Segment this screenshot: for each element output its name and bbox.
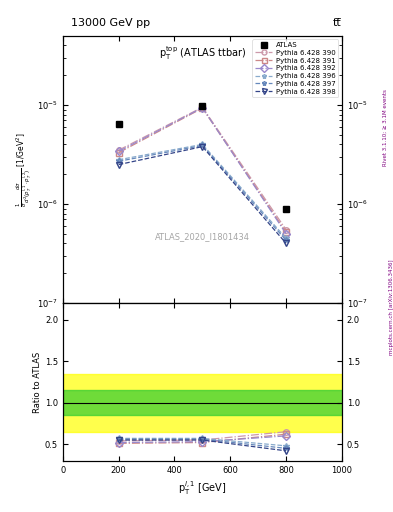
X-axis label: p$_\mathrm{T}^{l,1}$ [GeV]: p$_\mathrm{T}^{l,1}$ [GeV] (178, 480, 227, 497)
ATLAS (200, 103, 205, 109)
Line: Pythia 6.428 397: Pythia 6.428 397 (116, 143, 289, 243)
Pythia 6.428 391 (116, 150, 121, 156)
Text: ATLAS_2020_I1801434: ATLAS_2020_I1801434 (155, 231, 250, 241)
Pythia 6.428 390 (284, 227, 288, 233)
Text: tt̅: tt̅ (333, 18, 342, 28)
Pythia 6.428 396 (200, 141, 205, 147)
Pythia 6.428 398 (284, 240, 288, 246)
Pythia 6.428 397 (200, 142, 205, 148)
Pythia 6.428 390 (200, 104, 205, 110)
Text: mcplots.cern.ch [arXiv:1306.3436]: mcplots.cern.ch [arXiv:1306.3436] (389, 260, 393, 355)
Pythia 6.428 396 (284, 235, 288, 241)
Pythia 6.428 397 (284, 237, 288, 243)
Pythia 6.428 396 (116, 157, 121, 163)
Bar (63, 374, 342, 432)
Pythia 6.428 391 (200, 105, 205, 111)
Y-axis label: Ratio to ATLAS: Ratio to ATLAS (33, 351, 42, 413)
Bar (63, 390, 342, 415)
Line: Pythia 6.428 390: Pythia 6.428 390 (116, 104, 289, 232)
Y-axis label: $\frac{1}{\sigma}\frac{d\sigma}{d^2(p_T^{l,1}\cdot p_T^{l,2})}$ [1/GeV$^2$]: $\frac{1}{\sigma}\frac{d\sigma}{d^2(p_T^… (15, 132, 34, 207)
Text: 13000 GeV pp: 13000 GeV pp (71, 18, 150, 28)
Text: p$_\mathrm{T}^{\mathrm{top}}$ (ATLAS ttbar): p$_\mathrm{T}^{\mathrm{top}}$ (ATLAS ttb… (159, 44, 246, 61)
Pythia 6.428 392 (284, 231, 288, 237)
Line: Pythia 6.428 396: Pythia 6.428 396 (116, 142, 289, 241)
Text: Rivet 3.1.10; ≥ 3.1M events: Rivet 3.1.10; ≥ 3.1M events (383, 90, 387, 166)
ATLAS (116, 120, 121, 126)
Legend: ATLAS, Pythia 6.428 390, Pythia 6.428 391, Pythia 6.428 392, Pythia 6.428 396, P: ATLAS, Pythia 6.428 390, Pythia 6.428 39… (252, 39, 338, 97)
Pythia 6.428 392 (116, 148, 121, 155)
Pythia 6.428 398 (116, 161, 121, 167)
Pythia 6.428 390 (116, 147, 121, 153)
Line: ATLAS: ATLAS (115, 102, 290, 212)
Line: Pythia 6.428 391: Pythia 6.428 391 (116, 105, 289, 235)
Line: Pythia 6.428 392: Pythia 6.428 392 (116, 105, 289, 237)
Pythia 6.428 397 (116, 158, 121, 164)
ATLAS (284, 205, 288, 211)
Pythia 6.428 391 (284, 229, 288, 235)
Pythia 6.428 398 (200, 143, 205, 150)
Line: Pythia 6.428 398: Pythia 6.428 398 (116, 144, 289, 246)
Pythia 6.428 392 (200, 104, 205, 111)
